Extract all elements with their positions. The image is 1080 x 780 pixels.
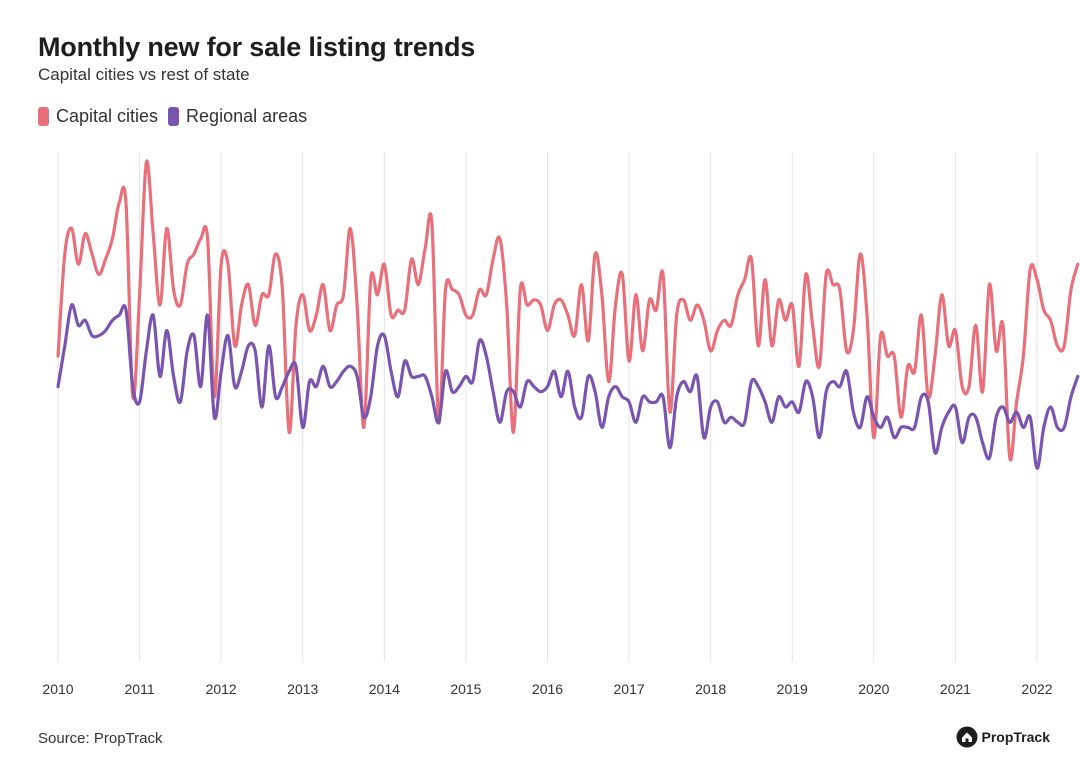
line-chart: 2010 2011 2012 2013 2014 2015 2016 2017 2018 2019… bbox=[42, 152, 1080, 697]
legend-item-capital-cities: Capital cities bbox=[38, 106, 158, 127]
chart-series bbox=[56, 159, 1080, 470]
proptrack-logo-icon bbox=[956, 726, 978, 748]
x-tick-label-2022: 2022 bbox=[1021, 681, 1052, 697]
x-tick-label-2012: 2012 bbox=[206, 681, 237, 697]
x-tick-label-2015: 2015 bbox=[450, 681, 481, 697]
brand-logo: PropTrack bbox=[956, 726, 1050, 748]
x-tick-label-2011: 2011 bbox=[125, 681, 155, 697]
source-note: Source: PropTrack bbox=[38, 730, 163, 747]
chart-subtitle: Capital cities vs rest of state bbox=[38, 65, 250, 84]
x-tick-label-2013: 2013 bbox=[287, 681, 318, 697]
x-tick-label-2010: 2010 bbox=[42, 681, 73, 697]
x-tick-label-2014: 2014 bbox=[369, 681, 400, 697]
legend-label-capital-cities: Capital cities bbox=[56, 106, 159, 126]
legend-swatch-capital-cities bbox=[38, 107, 49, 126]
x-axis-tick-labels: 2010 2011 2012 2013 2014 2015 2016 2017 2018 2019… bbox=[42, 681, 1052, 697]
legend-swatch-regional-areas bbox=[168, 107, 180, 126]
x-tick-label-2016: 2016 bbox=[532, 681, 563, 697]
chart-title: Monthly new for sale listing trends bbox=[38, 32, 476, 62]
x-tick-label-2019: 2019 bbox=[777, 681, 808, 697]
x-tick-label-2020: 2020 bbox=[858, 681, 889, 697]
legend-item-regional-areas: Regional areas bbox=[168, 106, 307, 127]
legend: Capital cities Regional areas bbox=[38, 106, 317, 127]
x-tick-label-2018: 2018 bbox=[695, 681, 726, 697]
legend-label-regional-areas: Regional areas bbox=[186, 106, 308, 126]
x-tick-label-2017: 2017 bbox=[614, 681, 645, 697]
x-tick-label-2021: 2021 bbox=[940, 681, 971, 697]
series-line-regional-areas bbox=[56, 303, 1080, 470]
brand-name: PropTrack bbox=[981, 729, 1050, 745]
chart-gridlines bbox=[57, 152, 1038, 662]
series-line-capital-cities bbox=[56, 159, 1080, 462]
